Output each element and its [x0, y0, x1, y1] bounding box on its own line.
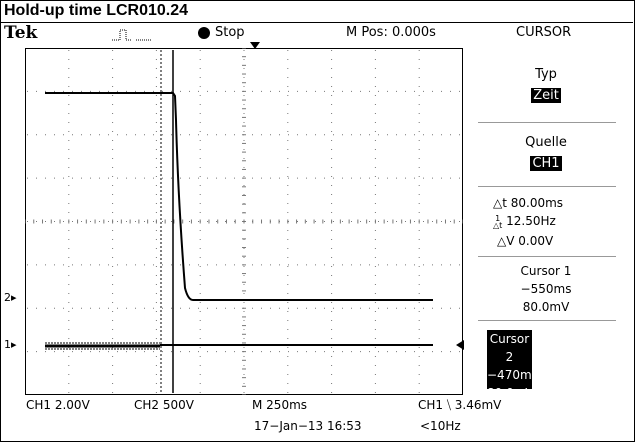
one-over-delta-t-icon: 1 △t [493, 213, 503, 230]
inverse-delta-time-readout: 1 △t 12.50Hz [493, 214, 556, 229]
cursor1-label[interactable]: Cursor 1 [520, 264, 572, 278]
trigger-frequency: <10Hz [420, 419, 461, 433]
delta-time-readout: △t 80.00ms [493, 196, 564, 210]
graticule-grid [25, 48, 463, 395]
trigger-position-icon [250, 42, 260, 49]
ch2-trace [45, 92, 433, 301]
acquisition-stop-icon [198, 27, 210, 39]
timebase: M 250ms [252, 398, 308, 412]
quelle-value: CH1 [530, 156, 562, 171]
brand-logo: Tek [4, 23, 38, 43]
date-time: 17−Jan−13 16:53 [254, 419, 362, 433]
menu-divider [478, 256, 616, 257]
inverse-delta-time-value: 12.50Hz [506, 214, 556, 228]
menu-divider [478, 320, 616, 321]
ch2-ground-marker[interactable]: 2▸ [4, 291, 17, 304]
ch1-ground-marker[interactable]: 1▸ [4, 338, 17, 351]
caption-bar: Hold-up time LCR010.24 [0, 0, 633, 23]
typ-button[interactable]: Zeit [466, 86, 626, 104]
cursor2-volt: 80.0mV [487, 386, 534, 400]
menu-divider [478, 186, 616, 187]
delta-volt-readout: △V 0.00V [497, 234, 554, 248]
typ-label: Typ [535, 67, 557, 82]
menu-title: CURSOR [516, 25, 572, 40]
trigger-icon [112, 29, 152, 41]
quelle-button[interactable]: CH1 [466, 154, 626, 172]
ch2-scale: CH2 500V [134, 398, 194, 412]
ch1-scale: CH1 2.00V [26, 398, 90, 412]
cursor2-label: Cursor 2 [489, 332, 530, 364]
cursor1-volt: 80.0mV [522, 300, 570, 314]
trigger-readout: CH1 ⧹ 3.46mV [418, 398, 502, 412]
quelle-label: Quelle [525, 135, 567, 150]
menu-divider [478, 122, 616, 123]
ch1-trace-noise-edge [45, 342, 160, 350]
waveform-display[interactable] [25, 48, 463, 395]
cursor1-time: −550ms [520, 282, 572, 296]
trigger-level-icon [456, 340, 464, 350]
cursor2-selected-box[interactable]: Cursor 2 −470ms 80.0mV [487, 330, 538, 400]
acquisition-status: Stop [215, 25, 245, 40]
caption-title: Hold-up time LCR010.24 [4, 2, 189, 19]
cursor2-time: −470ms [487, 368, 538, 382]
horizontal-position: M Pos: 0.000s [346, 25, 436, 40]
typ-value: Zeit [531, 88, 561, 103]
